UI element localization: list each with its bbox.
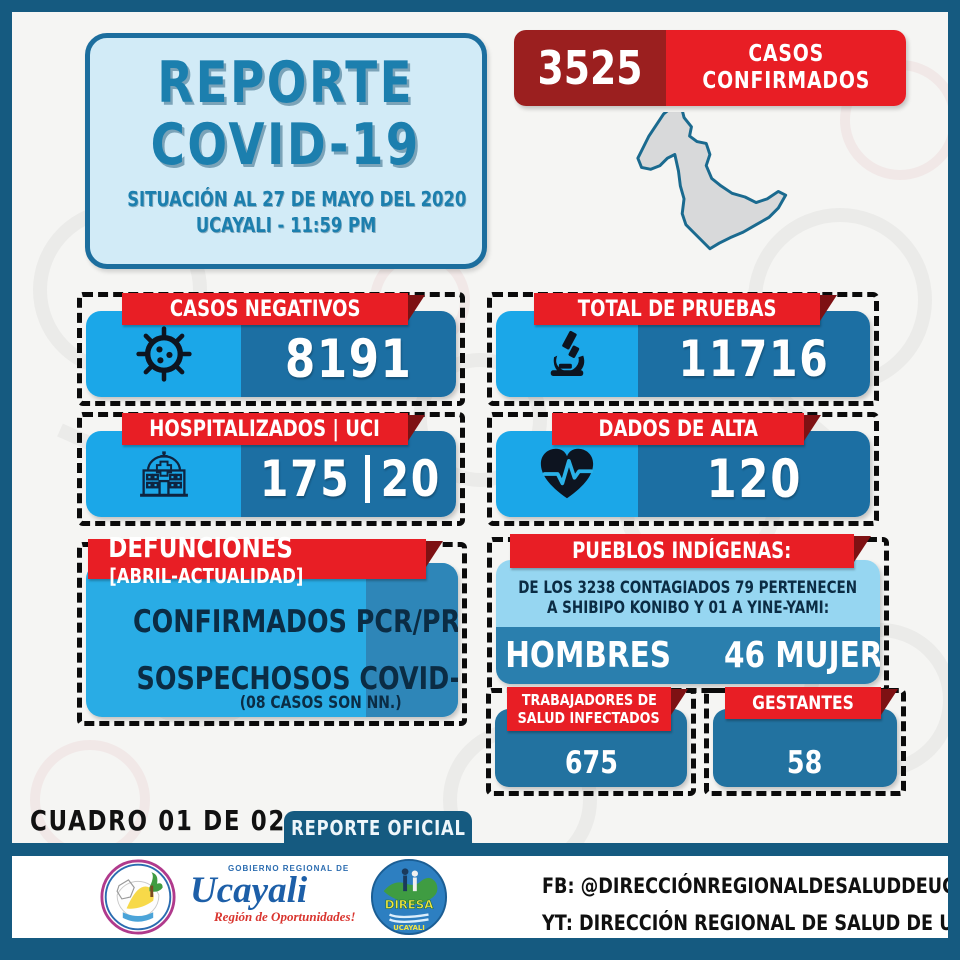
footer-panel: GOBIERNO REGIONAL DE Ucayali Región de O… [12,856,960,938]
social-links: FB: @DIRECCIÓNREGIONALDESALUDDEUCAYALI Y… [542,868,960,942]
divider-band [0,843,960,856]
reporte-oficial-tab: REPORTE OFICIAL [284,811,472,844]
gore-name-label: Ucayali [190,870,308,911]
gobierno-regional-ucayali-logo [100,859,176,935]
stat-box-hospitalizados: HOSPITALIZADOS | UCI 175 20 [77,412,465,526]
total-pruebas-value: 11716 [638,311,870,397]
trabajadores-salud-box: TRABAJADORES DE SALUD INFECTADOS 675 [486,687,696,796]
casos-negativos-body: 8191 [86,311,456,397]
report-title-line2: COVID-19 [150,112,422,178]
dados-alta-body: 120 [496,431,870,517]
defunciones-note: (08 CASOS SON NN.) [240,693,403,713]
pueblos-description: DE LOS 3238 CONTAGIADOS 79 PERTENECEN A … [496,560,880,628]
frame-border-bottom [0,938,960,960]
facebook-handle: FB: @DIRECCIÓNREGIONALDESALUDDEUCAYALI [542,874,960,899]
dados-alta-value: 120 [638,431,870,517]
heart-pulse-icon [496,431,639,517]
frame-border-left [0,0,12,960]
ucayali-region-map-icon [636,112,788,251]
gobierno-regional-text: GOBIERNO REGIONAL DE Ucayali Región de O… [190,864,356,925]
svg-text:UCAYALI: UCAYALI [393,924,425,932]
microscope-icon [496,311,639,397]
youtube-handle: YT: DIRECCIÓN REGIONAL DE SALUD DE UCAYA… [542,911,960,936]
pueblos-gender-split: 34 HOMBRES 46 MUJERES [496,627,880,684]
gore-small-label: GOBIERNO REGIONAL DE [228,864,350,873]
total-pruebas-body: 11716 [496,311,870,397]
svg-text:DIRESA: DIRESA [385,898,434,912]
confirmed-cases-value: 3525 [514,30,666,106]
hospital-icon [86,431,242,517]
trabajadores-salud-ribbon: TRABAJADORES DE SALUD INFECTADOS [507,687,688,731]
diresa-logo: DIRESA UCAYALI [370,858,448,936]
defunciones-body: CONFIRMADOS PCR/PR: 116 SOSPECHOSOS COVI… [86,563,458,717]
hospitalizados-ribbon: HOSPITALIZADOS | UCI [122,413,425,445]
total-pruebas-ribbon: TOTAL DE PRUEBAS [534,293,837,325]
casos-negativos-value: 8191 [241,311,456,397]
confirmed-cases-badge: 3525 CASOS CONFIRMADOS [514,30,906,106]
gestantes-box: GESTANTES 58 [704,687,906,796]
defunciones-row-sospechosos: SOSPECHOSOS COVID-19: (08 CASOS SON NN.)… [96,655,458,717]
gestantes-ribbon: GESTANTES [725,687,898,719]
stat-box-dados-alta: DADOS DE ALTA 120 [487,412,879,526]
dados-alta-ribbon: DADOS DE ALTA [552,413,821,445]
report-title-line1: REPORTE [157,50,415,116]
gestantes-value: 58 [713,709,897,787]
frame-border-top [0,0,960,12]
stat-box-total-pruebas: TOTAL DE PRUEBAS 11716 [487,292,879,406]
value-divider [364,455,370,503]
hospitalizados-uci-value: 175 20 [241,431,456,517]
gore-slogan-label: Región de Oportunidades! [214,909,356,924]
report-subtitle-date: SITUACIÓN AL 27 DE MAYO DEL 2020 [127,187,467,211]
casos-negativos-ribbon: CASOS NEGATIVOS [122,293,425,325]
hospitalizados-body: 175 20 [86,431,456,517]
pueblos-indigenas-ribbon: PUEBLOS INDÍGENAS: [510,534,871,568]
defunciones-value-strip [366,563,458,717]
pueblos-indigenas-body: DE LOS 3238 CONTAGIADOS 79 PERTENECEN A … [496,560,880,684]
defunciones-row-confirmados: CONFIRMADOS PCR/PR: 116 [133,604,458,640]
stat-box-casos-negativos: CASOS NEGATIVOS 8191 [77,292,465,406]
confirmed-cases-label: CASOS CONFIRMADOS [666,30,906,106]
title-card: REPORTE COVID-19 SITUACIÓN AL 27 DE MAYO… [85,33,487,269]
virus-icon [86,311,242,397]
report-subtitle-time: UCAYALI - 11:59 PM [195,213,377,237]
frame-border-right [948,0,960,960]
defunciones-box: DEFUNCIONES [ABRIL-ACTUALIDAD] CONFIRMAD… [77,531,467,726]
defunciones-ribbon: DEFUNCIONES [ABRIL-ACTUALIDAD] [88,531,443,588]
pueblos-indigenas-box: PUEBLOS INDÍGENAS: DE LOS 3238 CONTAGIAD… [487,534,889,693]
cuadro-page-label: CUADRO 01 DE 02 [30,804,287,837]
